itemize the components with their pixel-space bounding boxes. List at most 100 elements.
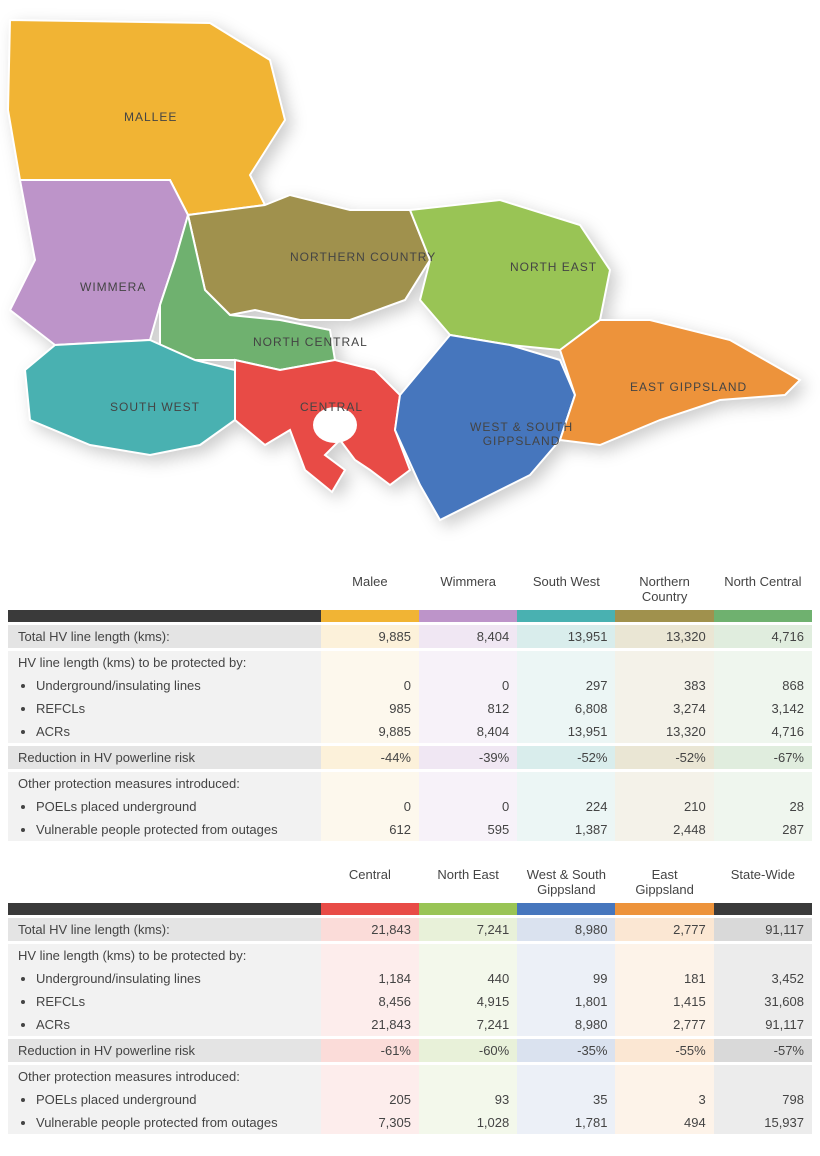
cell xyxy=(517,651,615,674)
cell: 15,937 xyxy=(714,1111,812,1134)
cell: 99 xyxy=(517,967,615,990)
cell: 3,142 xyxy=(714,697,812,720)
map-svg xyxy=(0,0,820,570)
cell: 868 xyxy=(714,674,812,697)
cell: 297 xyxy=(517,674,615,697)
data-tables: MaleeWimmeraSouth WestNorthern CountryNo… xyxy=(0,570,820,1134)
cell: 3,452 xyxy=(714,967,812,990)
cell xyxy=(321,1065,419,1088)
row-label: Underground/insulating lines xyxy=(8,674,321,697)
cell xyxy=(321,772,419,795)
cell: 1,415 xyxy=(615,990,713,1013)
cell: 13,951 xyxy=(517,625,615,648)
cell: 8,404 xyxy=(419,625,517,648)
cell xyxy=(517,944,615,967)
cell: 8,980 xyxy=(517,918,615,941)
cell: 798 xyxy=(714,1088,812,1111)
row-label: HV line length (kms) to be protected by: xyxy=(8,944,321,967)
cell xyxy=(517,1065,615,1088)
cell xyxy=(714,651,812,674)
cell: 181 xyxy=(615,967,713,990)
row-label: Total HV line length (kms): xyxy=(8,625,321,648)
cell: 2,448 xyxy=(615,818,713,841)
cell: 6,808 xyxy=(517,697,615,720)
cell: 2,777 xyxy=(615,918,713,941)
row-label: Underground/insulating lines xyxy=(8,967,321,990)
cell: 13,320 xyxy=(615,625,713,648)
cell: 1,387 xyxy=(517,818,615,841)
cell: 812 xyxy=(419,697,517,720)
victoria-regions-map: MALLEEWIMMERANORTHERN COUNTRYNORTH CENTR… xyxy=(0,0,820,570)
cell: 595 xyxy=(419,818,517,841)
cell: -52% xyxy=(615,746,713,769)
cell xyxy=(321,944,419,967)
regions-table-2: CentralNorth EastWest & South GippslandE… xyxy=(8,863,812,1134)
cell: -44% xyxy=(321,746,419,769)
cell: 1,781 xyxy=(517,1111,615,1134)
cell: 2,777 xyxy=(615,1013,713,1036)
cell: 7,241 xyxy=(419,918,517,941)
cell: 8,980 xyxy=(517,1013,615,1036)
cell xyxy=(419,651,517,674)
cell: -57% xyxy=(714,1039,812,1062)
cell: 205 xyxy=(321,1088,419,1111)
cell: 21,843 xyxy=(321,918,419,941)
row-label: Reduction in HV powerline risk xyxy=(8,1039,321,1062)
row-label: POELs placed underground xyxy=(8,795,321,818)
cell xyxy=(714,1065,812,1088)
regions-table-1: MaleeWimmeraSouth WestNorthern CountryNo… xyxy=(8,570,812,841)
cell xyxy=(517,772,615,795)
cell: -60% xyxy=(419,1039,517,1062)
row-label: POELs placed underground xyxy=(8,1088,321,1111)
cell: 224 xyxy=(517,795,615,818)
cell: 91,117 xyxy=(714,1013,812,1036)
cell: 4,716 xyxy=(714,625,812,648)
cell: 383 xyxy=(615,674,713,697)
cell: -39% xyxy=(419,746,517,769)
cell xyxy=(419,1065,517,1088)
cell: -55% xyxy=(615,1039,713,1062)
cell xyxy=(419,772,517,795)
cell: 0 xyxy=(321,674,419,697)
cell: -61% xyxy=(321,1039,419,1062)
cell: 287 xyxy=(714,818,812,841)
cell: 93 xyxy=(419,1088,517,1111)
cell: 13,320 xyxy=(615,720,713,743)
row-label: Vulnerable people protected from outages xyxy=(8,818,321,841)
row-label: Other protection measures introduced: xyxy=(8,772,321,795)
cell: 31,608 xyxy=(714,990,812,1013)
cell: 440 xyxy=(419,967,517,990)
cell xyxy=(615,651,713,674)
cell: 28 xyxy=(714,795,812,818)
cell xyxy=(419,944,517,967)
region-east-gippsland xyxy=(560,320,800,445)
cell: -35% xyxy=(517,1039,615,1062)
cell: 985 xyxy=(321,697,419,720)
cell: 8,456 xyxy=(321,990,419,1013)
cell xyxy=(714,772,812,795)
row-label: REFCLs xyxy=(8,697,321,720)
cell: 1,028 xyxy=(419,1111,517,1134)
cell: 3,274 xyxy=(615,697,713,720)
cell: 13,951 xyxy=(517,720,615,743)
row-label: HV line length (kms) to be protected by: xyxy=(8,651,321,674)
cell: 210 xyxy=(615,795,713,818)
cell: 1,801 xyxy=(517,990,615,1013)
cell xyxy=(714,944,812,967)
row-label: Vulnerable people protected from outages xyxy=(8,1111,321,1134)
cell: 1,184 xyxy=(321,967,419,990)
region-north-east xyxy=(410,200,610,350)
region-northern-country xyxy=(188,195,430,320)
cell xyxy=(615,944,713,967)
cell: 91,117 xyxy=(714,918,812,941)
row-label: Other protection measures introduced: xyxy=(8,1065,321,1088)
cell: 3 xyxy=(615,1088,713,1111)
cell xyxy=(615,1065,713,1088)
cell: 0 xyxy=(419,674,517,697)
row-label: Reduction in HV powerline risk xyxy=(8,746,321,769)
cell: 4,915 xyxy=(419,990,517,1013)
cell: 494 xyxy=(615,1111,713,1134)
cell: 8,404 xyxy=(419,720,517,743)
row-label: ACRs xyxy=(8,1013,321,1036)
cell: 35 xyxy=(517,1088,615,1111)
